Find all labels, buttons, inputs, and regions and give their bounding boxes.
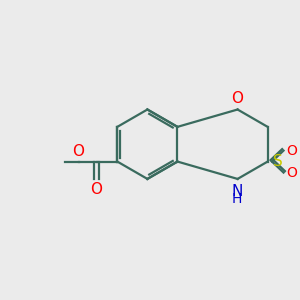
Text: N: N	[231, 184, 243, 199]
Text: O: O	[91, 182, 103, 197]
Text: H: H	[232, 192, 242, 206]
Text: O: O	[286, 166, 297, 180]
Text: O: O	[72, 144, 84, 159]
Text: O: O	[286, 144, 297, 158]
Text: S: S	[273, 154, 283, 169]
Text: O: O	[232, 91, 244, 106]
